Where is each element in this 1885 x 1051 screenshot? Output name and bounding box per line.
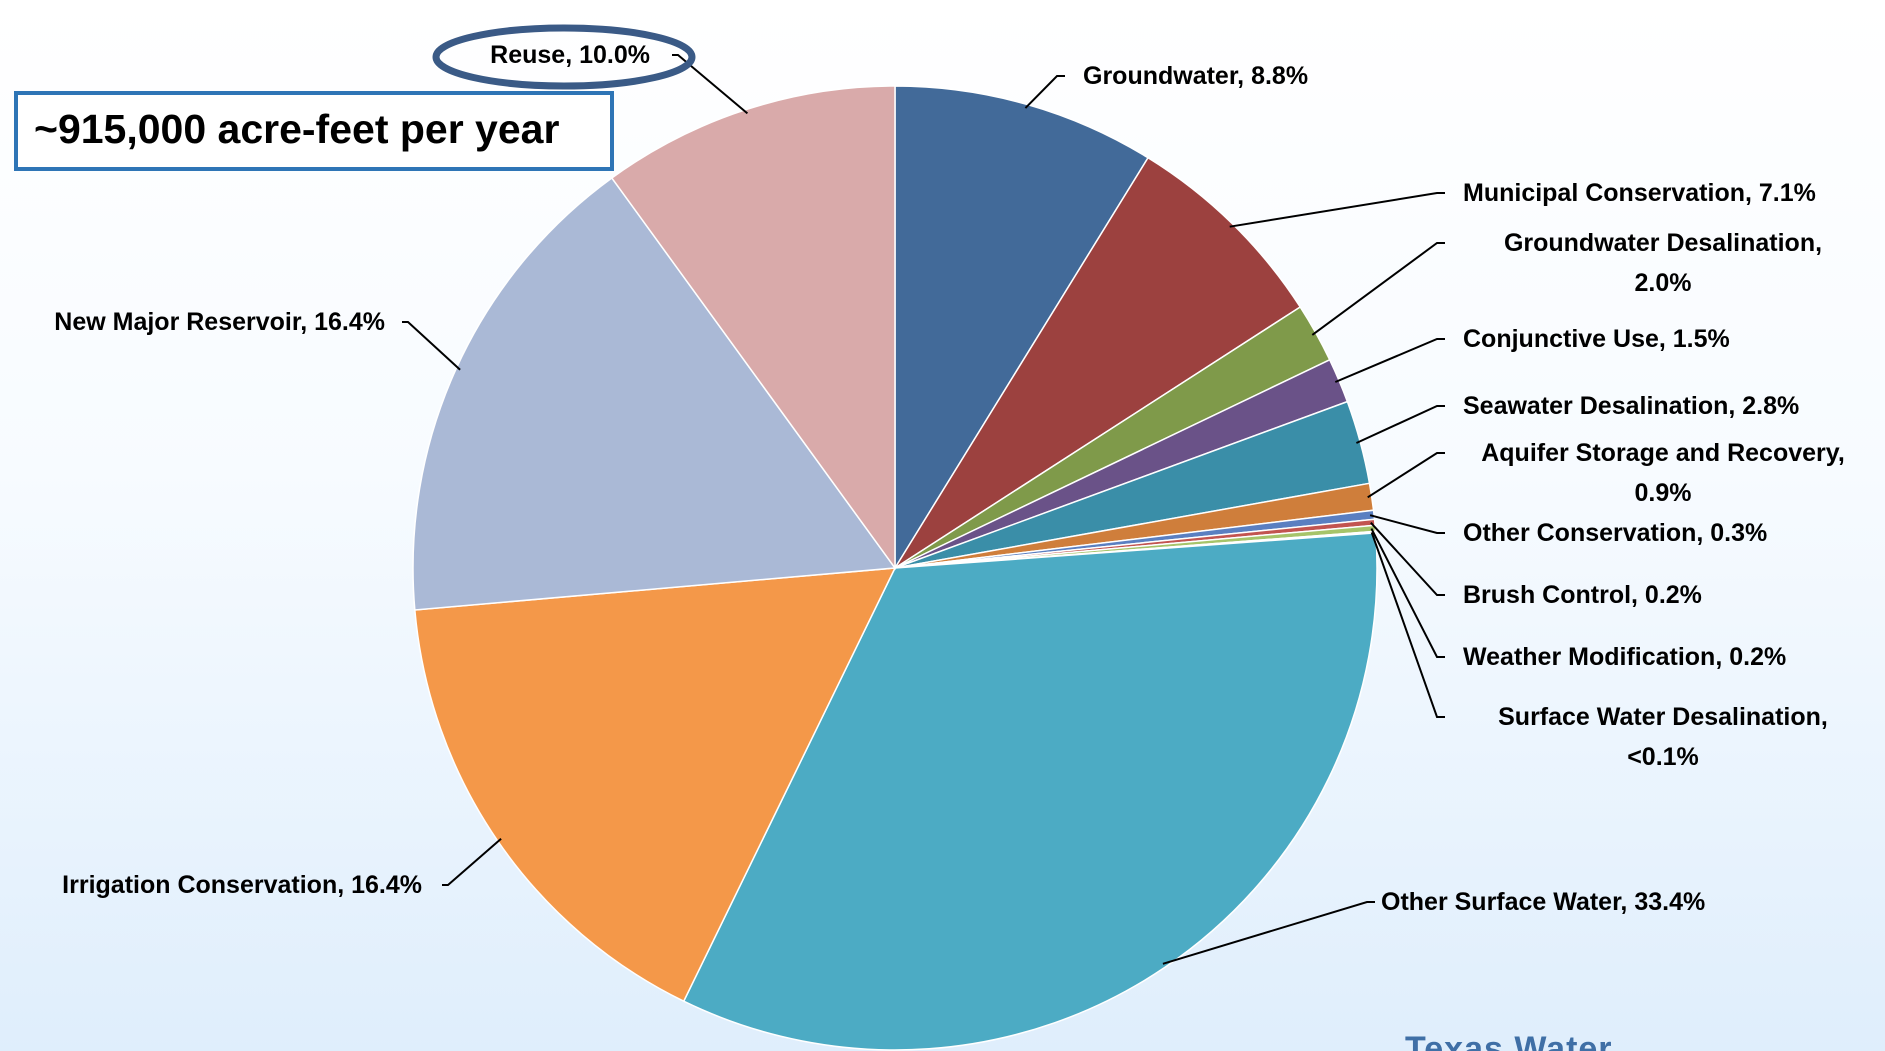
leader-line-4	[1334, 338, 1445, 383]
slice-label-6: Aquifer Storage and Recovery, 0.9%	[1481, 439, 1845, 507]
slice-labels: Groundwater, 8.8% Municipal Conservation,…	[54, 41, 1844, 916]
pie-slice-14	[610, 85, 896, 571]
leader-line-6	[1367, 452, 1445, 499]
leader-line-7	[1369, 514, 1445, 534]
pie-slice-13	[412, 176, 897, 611]
leader-line-5	[1355, 405, 1445, 444]
leader-line-3	[1311, 242, 1445, 336]
slice-label-9: Weather Modification, 0.2%	[1463, 643, 1786, 671]
texas-water-logo: Texas Water	[1405, 1016, 1705, 1051]
leader-line-10	[1370, 532, 1445, 718]
slice-label-10: Surface Water Desalination, <0.1%	[1498, 703, 1828, 771]
slice-label-5: Seawater Desalination, 2.8%	[1463, 392, 1799, 420]
leader-line-9	[1370, 528, 1445, 658]
pie-slice-11	[682, 532, 1378, 1051]
slice-label-12: Irrigation Conservation, 16.4%	[62, 871, 422, 899]
slice-label-13: New Major Reservoir, 16.4%	[54, 308, 385, 336]
leader-line-13	[402, 321, 461, 371]
logo-text: Texas Water	[1405, 1030, 1613, 1051]
leader-line-1	[1024, 75, 1065, 109]
slice-label-2: Municipal Conservation, 7.1%	[1463, 179, 1816, 207]
leader-line-11	[1162, 901, 1375, 965]
slice-label-14: Reuse, 10.0%	[490, 41, 650, 69]
leader-line-8	[1370, 522, 1445, 596]
leader-line-14	[672, 54, 749, 115]
slice-label-3: Groundwater Desalination, 2.0%	[1504, 229, 1822, 297]
slice-label-11: Other Surface Water, 33.4%	[1381, 888, 1705, 916]
annual-volume-callout-text: ~915,000 acre-feet per year	[34, 106, 560, 152]
reuse-highlight-ellipse	[432, 24, 696, 90]
slice-label-4: Conjunctive Use, 1.5%	[1463, 325, 1730, 353]
slice-label-8: Brush Control, 0.2%	[1463, 581, 1702, 609]
pie-slice-1	[894, 85, 1150, 571]
annual-volume-callout-box	[14, 91, 614, 171]
leader-line-2	[1229, 192, 1445, 228]
leader-line-12	[442, 837, 502, 886]
pie-slices	[412, 85, 1378, 1051]
pie-slice-2	[894, 156, 1302, 569]
slice-label-1: Groundwater, 8.8%	[1083, 62, 1308, 90]
slice-label-7: Other Conservation, 0.3%	[1463, 519, 1767, 547]
leader-lines	[402, 54, 1445, 965]
